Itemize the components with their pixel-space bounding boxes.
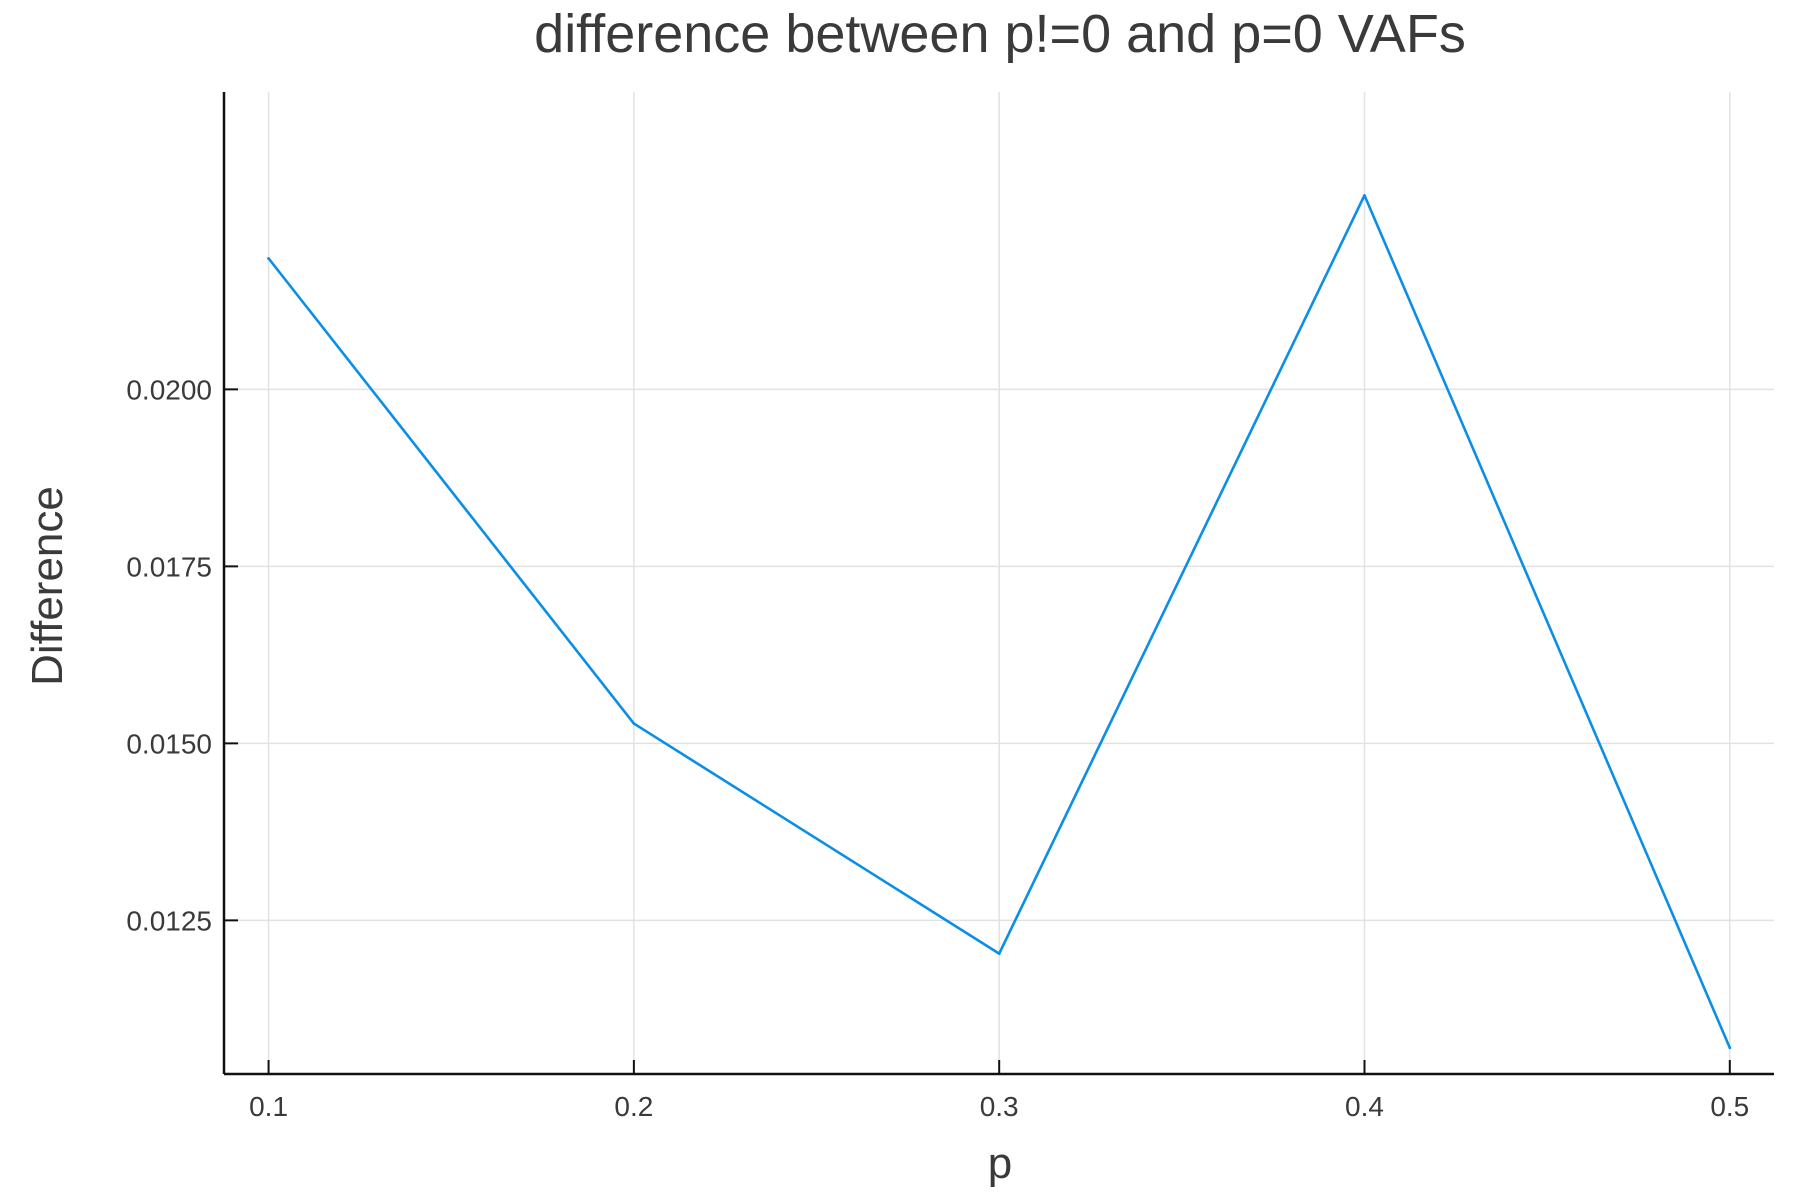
data-point-2: [997, 952, 1001, 955]
y-tick-label-3: 0.0200: [126, 374, 212, 405]
grid-layer: [224, 92, 1774, 1074]
y-tick-label-1: 0.0150: [126, 728, 212, 759]
chart-title: difference between p!=0 and p=0 VAFs: [534, 4, 1466, 64]
x-axis-title: p: [988, 1139, 1012, 1188]
data-point-4: [1728, 1046, 1732, 1050]
y-axis-title: Difference: [23, 486, 72, 686]
data-point-1: [632, 722, 636, 725]
y-tick-label-2: 0.0175: [126, 551, 212, 582]
x-tick-label-2: 0.3: [980, 1091, 1019, 1122]
x-tick-label-3: 0.4: [1345, 1091, 1384, 1122]
series-layer: [267, 194, 1732, 1050]
x-tick-label-1: 0.2: [614, 1091, 653, 1122]
data-point-0: [267, 257, 270, 260]
tick-layer: 0.1 0.2 0.3 0.4 0.5 0.0125 0.0150 0.0175 0.0200: [126, 374, 1749, 1122]
x-tick-label-0: 0.1: [249, 1091, 288, 1122]
data-point-3: [1363, 194, 1366, 197]
y-tick-label-0: 0.0125: [126, 905, 212, 936]
x-tick-label-4: 0.5: [1710, 1091, 1749, 1122]
